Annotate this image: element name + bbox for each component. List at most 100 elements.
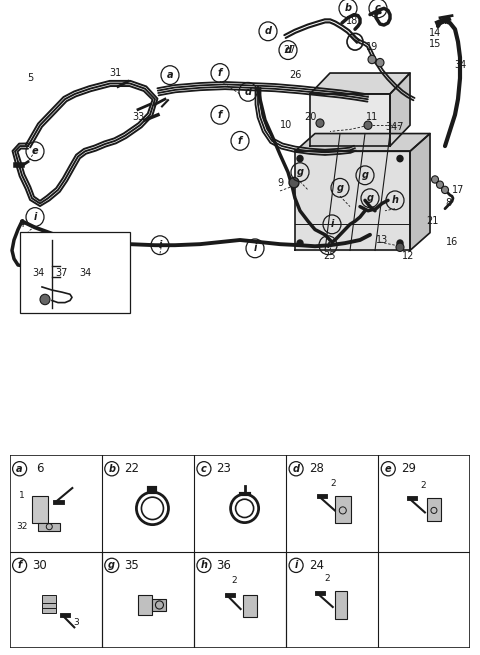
Text: 10: 10 (280, 121, 292, 130)
Text: a: a (167, 70, 173, 80)
Circle shape (40, 294, 50, 305)
Text: 26: 26 (289, 70, 301, 80)
Text: f: f (17, 561, 22, 571)
Text: d: d (244, 87, 252, 97)
Text: e: e (32, 146, 38, 157)
Text: i: i (326, 240, 330, 250)
Text: d: d (285, 45, 291, 55)
Circle shape (289, 178, 299, 188)
Text: g: g (297, 167, 303, 177)
Text: 31: 31 (109, 68, 121, 78)
Circle shape (297, 240, 303, 246)
Text: 13: 13 (376, 235, 388, 245)
Text: 21: 21 (426, 216, 438, 226)
Circle shape (432, 176, 439, 183)
Text: 15: 15 (429, 39, 441, 49)
Text: 34: 34 (32, 269, 44, 278)
Text: f: f (218, 68, 222, 78)
Text: g: g (108, 561, 115, 571)
Circle shape (376, 58, 384, 67)
Polygon shape (410, 134, 430, 250)
Text: e: e (385, 464, 392, 474)
Polygon shape (390, 73, 410, 146)
Text: i: i (253, 244, 257, 253)
Circle shape (368, 55, 376, 64)
Polygon shape (310, 73, 410, 94)
FancyBboxPatch shape (427, 498, 441, 521)
Text: 3: 3 (73, 618, 79, 627)
FancyBboxPatch shape (335, 591, 347, 619)
Text: b: b (345, 3, 351, 13)
Text: 35: 35 (124, 559, 139, 572)
Text: 2: 2 (232, 576, 238, 585)
Circle shape (397, 155, 403, 162)
Text: 2: 2 (330, 479, 336, 488)
Text: 22: 22 (124, 462, 139, 476)
Text: b: b (108, 464, 115, 474)
Text: g: g (367, 193, 373, 203)
Text: 14: 14 (429, 28, 441, 39)
Polygon shape (295, 151, 410, 250)
Text: 8: 8 (445, 198, 451, 208)
Text: 34: 34 (454, 60, 466, 69)
FancyBboxPatch shape (335, 496, 351, 523)
FancyBboxPatch shape (42, 605, 56, 613)
Text: 6: 6 (36, 462, 43, 476)
Text: c: c (201, 464, 207, 474)
Text: f: f (238, 136, 242, 146)
Text: h: h (392, 195, 398, 205)
Text: 24: 24 (309, 559, 324, 572)
Text: f: f (218, 110, 222, 120)
Circle shape (316, 119, 324, 127)
Text: g: g (361, 170, 369, 180)
FancyBboxPatch shape (38, 523, 60, 531)
FancyBboxPatch shape (153, 599, 167, 611)
FancyBboxPatch shape (138, 595, 153, 615)
Text: 347: 347 (386, 122, 404, 132)
Text: 2: 2 (420, 481, 426, 490)
FancyBboxPatch shape (242, 595, 257, 617)
Text: 37: 37 (56, 269, 68, 278)
Text: 32: 32 (16, 521, 28, 531)
Circle shape (396, 243, 404, 252)
Circle shape (436, 181, 444, 189)
Text: i: i (330, 219, 334, 229)
Text: h: h (201, 561, 207, 571)
Circle shape (397, 240, 403, 246)
Text: i: i (294, 561, 298, 571)
Text: a: a (16, 464, 23, 474)
FancyBboxPatch shape (20, 232, 130, 313)
Text: g: g (336, 183, 344, 193)
FancyBboxPatch shape (42, 595, 56, 603)
FancyBboxPatch shape (42, 600, 56, 608)
Text: 20: 20 (304, 112, 316, 122)
Polygon shape (310, 94, 390, 146)
Text: 23: 23 (216, 462, 231, 476)
Circle shape (364, 121, 372, 130)
Text: 11: 11 (366, 112, 378, 122)
Circle shape (297, 155, 303, 162)
Text: 33: 33 (132, 112, 144, 122)
Text: 1: 1 (19, 491, 25, 500)
Text: 28: 28 (309, 462, 324, 476)
Polygon shape (295, 134, 430, 151)
Text: 17: 17 (452, 185, 464, 195)
Text: 12: 12 (402, 251, 414, 261)
Text: c: c (375, 3, 381, 13)
Text: i: i (158, 240, 162, 250)
Text: 36: 36 (216, 559, 231, 572)
Text: 16: 16 (446, 237, 458, 247)
Text: 29: 29 (401, 462, 416, 476)
Text: 4: 4 (19, 219, 25, 229)
FancyBboxPatch shape (10, 455, 470, 648)
Text: 34: 34 (79, 269, 91, 278)
Text: 9: 9 (277, 178, 283, 187)
Text: 18: 18 (346, 16, 358, 26)
Text: 5: 5 (27, 73, 33, 83)
Text: 7: 7 (442, 16, 448, 26)
Text: 19: 19 (366, 42, 378, 52)
FancyBboxPatch shape (32, 496, 48, 523)
Text: 27: 27 (284, 45, 296, 55)
Text: i: i (33, 212, 36, 222)
Text: 2: 2 (324, 574, 330, 582)
